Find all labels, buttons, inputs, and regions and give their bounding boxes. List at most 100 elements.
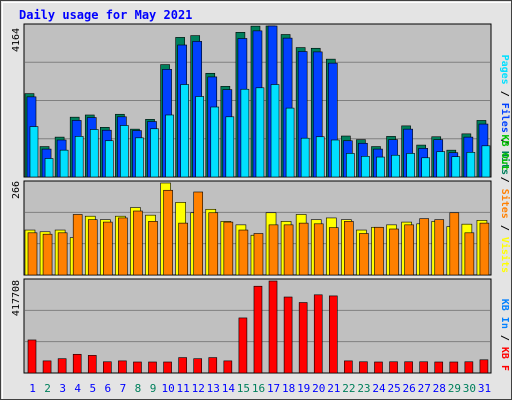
legend-entry: KB F: [499, 347, 510, 371]
sites-bar: [193, 191, 204, 276]
chart-title: Daily usage for May 2021: [19, 8, 192, 22]
kbytes-ymax-label: 417708: [11, 280, 22, 316]
sites-bar: [359, 233, 369, 276]
day-label: 23: [357, 382, 370, 395]
sites-bar: [434, 219, 445, 276]
pages-bar: [315, 136, 325, 178]
bars: [24, 25, 491, 374]
pages-bar: [300, 137, 310, 178]
pages-bar: [150, 128, 159, 178]
sites-bar: [464, 232, 475, 276]
day-label: 2: [44, 382, 51, 395]
kbf-bar: [163, 361, 172, 374]
sites-bar: [449, 212, 460, 276]
pages-bar: [180, 84, 189, 178]
sites-bar: [283, 224, 294, 276]
sites-bar: [419, 218, 429, 276]
sites-bar: [404, 224, 414, 276]
day-label: 5: [89, 382, 96, 395]
pages-bar: [481, 145, 491, 178]
legend-entry: KB In: [499, 299, 510, 329]
pages-bar: [120, 125, 129, 178]
day-label: 16: [252, 382, 265, 395]
day-label: 29: [448, 382, 461, 395]
day-label: 17: [267, 382, 280, 395]
sites-bar: [178, 222, 188, 276]
sites-bar: [374, 226, 384, 276]
sites-bar: [313, 223, 324, 276]
pages-bar: [89, 129, 99, 178]
legend-entry: Files: [499, 103, 511, 133]
kbf-bar: [479, 359, 489, 374]
pages-bar: [105, 140, 114, 178]
sites-bar: [344, 221, 354, 276]
kbf-bar: [328, 295, 338, 374]
day-label: 25: [387, 382, 400, 395]
kbf-bar: [72, 353, 82, 374]
day-label: 28: [433, 382, 446, 395]
sites-bar: [133, 210, 143, 276]
day-label: 13: [207, 382, 220, 395]
day-label: 20: [312, 382, 325, 395]
pages-bar: [135, 137, 144, 178]
legend-separator: /: [499, 171, 510, 189]
pages-bar: [165, 114, 174, 178]
pages-bar: [466, 152, 476, 178]
sites-bar: [148, 221, 158, 276]
day-label: 12: [192, 382, 205, 395]
day-labels: 1 2 3 4 5 6 7 8 9 10 11 12 13 14 15 16 17 18 19 20 21 22 23 24 2…: [29, 382, 491, 395]
kbf-bar: [223, 360, 233, 374]
sites-bar: [238, 229, 249, 276]
visits-legend: KB Out / Sites / Visits: [499, 135, 511, 273]
day-label: 21: [327, 382, 340, 395]
sites-bar: [42, 233, 53, 276]
kbf-bar: [359, 361, 368, 374]
pages-bar: [361, 156, 370, 178]
pages-bar: [391, 154, 400, 178]
pages-bar: [225, 116, 235, 178]
kbf-bar: [27, 339, 37, 374]
sites-bar: [253, 233, 264, 276]
pages-bar: [59, 149, 69, 178]
hits-legend: Pages / Files / Hits: [499, 55, 511, 175]
legend-separator: /: [499, 329, 510, 347]
day-label: 30: [463, 382, 476, 395]
pages-bar: [255, 87, 265, 178]
kbf-bar: [193, 358, 203, 374]
kbf-bar: [283, 296, 293, 374]
kbf-bar: [313, 294, 323, 374]
day-label: 8: [135, 382, 142, 395]
pages-bar: [285, 107, 295, 178]
day-label: 15: [237, 382, 250, 395]
day-label: 3: [59, 382, 66, 395]
sites-bar: [103, 221, 113, 276]
hits-ymax-label: 4164: [11, 28, 22, 52]
kbf-bar: [389, 361, 398, 374]
day-label: 11: [177, 382, 190, 395]
kbf-bar: [118, 360, 127, 374]
kbf-bar: [298, 302, 308, 374]
pages-bar: [436, 151, 446, 178]
pages-bar: [270, 84, 280, 178]
kbf-bar: [103, 361, 112, 374]
legend-entry: Hits: [499, 151, 511, 175]
day-label: 6: [105, 382, 112, 395]
day-label: 7: [120, 382, 127, 395]
legend-separator: /: [499, 133, 510, 151]
sites-bar: [208, 212, 219, 276]
legend-separator: /: [499, 85, 510, 103]
day-label: 19: [297, 382, 310, 395]
kbf-bar: [178, 357, 187, 374]
kbf-bar: [253, 285, 263, 374]
pages-bar: [376, 156, 385, 178]
kbf-bar: [464, 361, 474, 374]
day-label: 22: [342, 382, 355, 395]
sites-bar: [118, 217, 128, 276]
kbf-bar: [449, 361, 459, 374]
day-label: 27: [418, 382, 431, 395]
legend-entry: KB Out: [499, 135, 510, 171]
sites-bar: [87, 219, 98, 276]
legend-entry: Sites: [499, 189, 511, 219]
kbf-bar: [419, 361, 428, 374]
